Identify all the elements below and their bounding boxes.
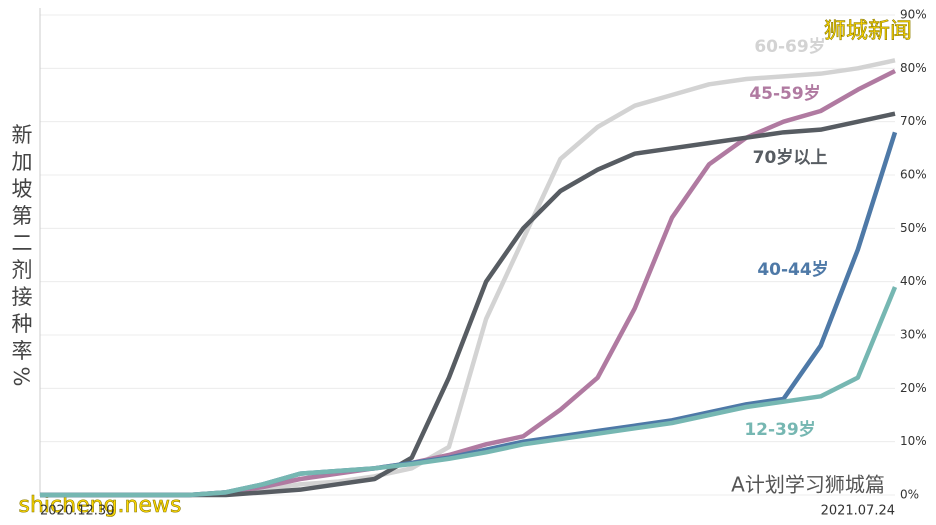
series-label: 70岁以上 — [753, 147, 828, 168]
y-tick-label: 80% — [900, 61, 927, 75]
series-line — [40, 131, 898, 498]
series-label: 12-39岁 — [744, 419, 815, 440]
y-tick-label: 90% — [900, 8, 927, 22]
watermark: 狮城新闻 — [824, 19, 912, 44]
y-tick-label: 30% — [900, 328, 927, 342]
y-tick-label: 60% — [900, 168, 927, 182]
x-tick-label: 2020.12.30 — [40, 504, 114, 519]
y-tick-label: 0% — [900, 488, 919, 502]
series-label: 45-59岁 — [749, 83, 820, 104]
watermark: A计划学习狮城篇 — [731, 473, 885, 497]
y-tick-label: 10% — [900, 434, 927, 448]
series-label: 60-69岁 — [754, 36, 825, 57]
y-tick-label: 20% — [900, 381, 927, 395]
y-tick-label: 50% — [900, 221, 927, 235]
x-tick-label: 2021.07.24 — [821, 504, 895, 519]
series-line — [40, 286, 898, 498]
y-tick-label: 40% — [900, 274, 927, 288]
y-tick-label: 70% — [900, 114, 927, 128]
y-axis-title: 新加坡第二剂接种率% — [9, 124, 33, 393]
series-label: 40-44岁 — [757, 259, 828, 280]
